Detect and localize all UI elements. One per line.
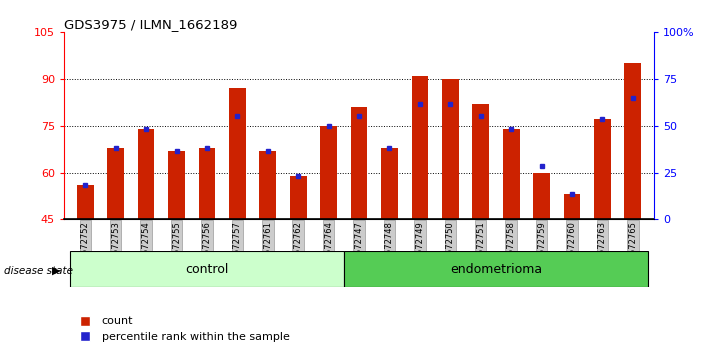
- Bar: [198, 148, 215, 219]
- Text: disease state: disease state: [4, 266, 73, 276]
- Text: ▶: ▶: [52, 266, 60, 276]
- Bar: [344, 251, 648, 287]
- Bar: [533, 172, 550, 219]
- Bar: [351, 107, 368, 219]
- Legend: count, percentile rank within the sample: count, percentile rank within the sample: [70, 312, 294, 347]
- Bar: [594, 119, 611, 219]
- Bar: [472, 104, 489, 219]
- Text: GDS3975 / ILMN_1662189: GDS3975 / ILMN_1662189: [64, 18, 237, 31]
- Bar: [320, 126, 337, 219]
- Bar: [624, 63, 641, 219]
- Bar: [381, 148, 398, 219]
- Bar: [260, 151, 276, 219]
- Bar: [503, 129, 520, 219]
- Bar: [564, 194, 580, 219]
- Bar: [229, 88, 246, 219]
- Bar: [169, 151, 185, 219]
- Bar: [442, 79, 459, 219]
- Text: endometrioma: endometrioma: [450, 263, 542, 275]
- Bar: [70, 251, 344, 287]
- Bar: [77, 185, 94, 219]
- Bar: [138, 129, 154, 219]
- Bar: [412, 76, 428, 219]
- Bar: [290, 176, 306, 219]
- Text: control: control: [186, 263, 229, 275]
- Bar: [107, 148, 124, 219]
